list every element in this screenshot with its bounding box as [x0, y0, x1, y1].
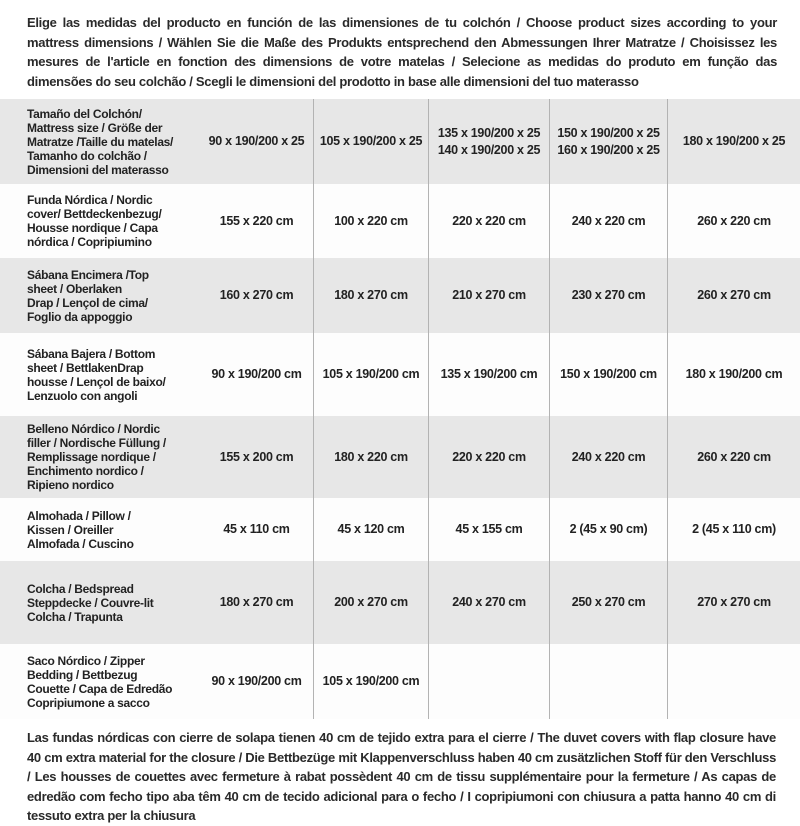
row-label: Saco Nórdico / Zipper Bedding / Bettbezu…: [27, 653, 173, 710]
size-cell: 135 x 190/200 cm: [428, 333, 549, 416]
size-cell: 180 x 190/200 x 25: [667, 99, 800, 184]
row-label: Almohada / Pillow / Kissen / Oreiller Al…: [27, 508, 134, 551]
size-cell: 180 x 270 cm: [313, 258, 428, 333]
size-cell: 250 x 270 cm: [549, 561, 667, 644]
size-cell: 90 x 190/200 cm: [211, 674, 302, 688]
size-cell: 90 x 190/200 cm: [211, 367, 302, 381]
size-cell: 45 x 110 cm: [223, 522, 290, 536]
size-cell: 260 x 220 cm: [667, 416, 800, 498]
size-cell: 105 x 190/200 cm: [313, 644, 428, 719]
size-cell: 160 x 270 cm: [219, 288, 294, 302]
row-label: Funda Nórdica / Nordic cover/ Bettdecken…: [27, 193, 162, 249]
size-cell: 210 x 270 cm: [428, 258, 549, 333]
size-cell: [667, 644, 800, 719]
size-cell: [549, 644, 667, 719]
table-row-mattress-size: Tamaño del Colchón/ Mattress size / Größ…: [0, 99, 800, 184]
size-cell: 200 x 270 cm: [313, 561, 428, 644]
size-cell: 2 (45 x 90 cm): [549, 498, 667, 561]
size-cell: 230 x 270 cm: [549, 258, 667, 333]
table-row-zipper-bedding: Saco Nórdico / Zipper Bedding / Bettbezu…: [0, 644, 800, 719]
size-cell: 150 x 190/200 x 25 160 x 190/200 x 25: [549, 99, 667, 184]
size-cell: [428, 644, 549, 719]
size-cell: 260 x 220 cm: [667, 184, 800, 258]
row-label: Belleno Nórdico / Nordic filler / Nordis…: [27, 422, 166, 492]
product-size-table: Tamaño del Colchón/ Mattress size / Größ…: [0, 99, 800, 719]
size-cell: 180 x 270 cm: [219, 595, 294, 609]
row-label: Sábana Bajera / Bottom sheet / Bettlaken…: [27, 346, 166, 403]
size-cell: 240 x 270 cm: [428, 561, 549, 644]
table-row-nordic-cover: Funda Nórdica / Nordic cover/ Bettdecken…: [0, 184, 800, 258]
size-guide-page: Elige las medidas del producto en funció…: [0, 15, 800, 823]
size-cell: 240 x 220 cm: [549, 416, 667, 498]
intro-paragraph: Elige las medidas del producto en funció…: [27, 15, 777, 89]
row-label: Tamaño del Colchón/ Mattress size / Größ…: [27, 106, 174, 177]
size-cell: 45 x 120 cm: [313, 498, 428, 561]
size-cell: 135 x 190/200 x 25 140 x 190/200 x 25: [428, 99, 549, 184]
size-cell: 180 x 190/200 cm: [667, 333, 800, 416]
size-cell: 220 x 220 cm: [428, 184, 549, 258]
size-cell: 105 x 190/200 x 25: [313, 99, 428, 184]
row-label: Colcha / Bedspread Steppdecke / Couvre-l…: [27, 581, 154, 624]
size-cell: 2 (45 x 110 cm): [667, 498, 800, 561]
size-cell: 105 x 190/200 cm: [313, 333, 428, 416]
size-cell: 155 x 200 cm: [219, 449, 294, 464]
size-cell: 260 x 270 cm: [667, 258, 800, 333]
size-cell: 240 x 220 cm: [549, 184, 667, 258]
size-cell: 45 x 155 cm: [428, 498, 549, 561]
table-row-pillow: Almohada / Pillow / Kissen / Oreiller Al…: [0, 498, 800, 561]
size-cell: 220 x 220 cm: [428, 416, 549, 498]
size-cell: 90 x 190/200 x 25: [208, 134, 305, 148]
table-row-bedspread: Colcha / Bedspread Steppdecke / Couvre-l…: [0, 561, 800, 644]
table-row-nordic-filler: Belleno Nórdico / Nordic filler / Nordis…: [0, 416, 800, 498]
footer-note: Las fundas nórdicas con cierre de solapa…: [27, 730, 776, 823]
size-cell: 155 x 220 cm: [219, 213, 294, 228]
table-row-top-sheet: Sábana Encimera /Top sheet / Oberlaken D…: [0, 258, 800, 333]
size-cell: 270 x 270 cm: [667, 561, 800, 644]
table-row-bottom-sheet: Sábana Bajera / Bottom sheet / Bettlaken…: [0, 333, 800, 416]
size-cell: 150 x 190/200 cm: [549, 333, 667, 416]
size-cell: 100 x 220 cm: [313, 184, 428, 258]
row-label: Sábana Encimera /Top sheet / Oberlaken D…: [27, 267, 149, 324]
size-cell: 180 x 220 cm: [313, 416, 428, 498]
